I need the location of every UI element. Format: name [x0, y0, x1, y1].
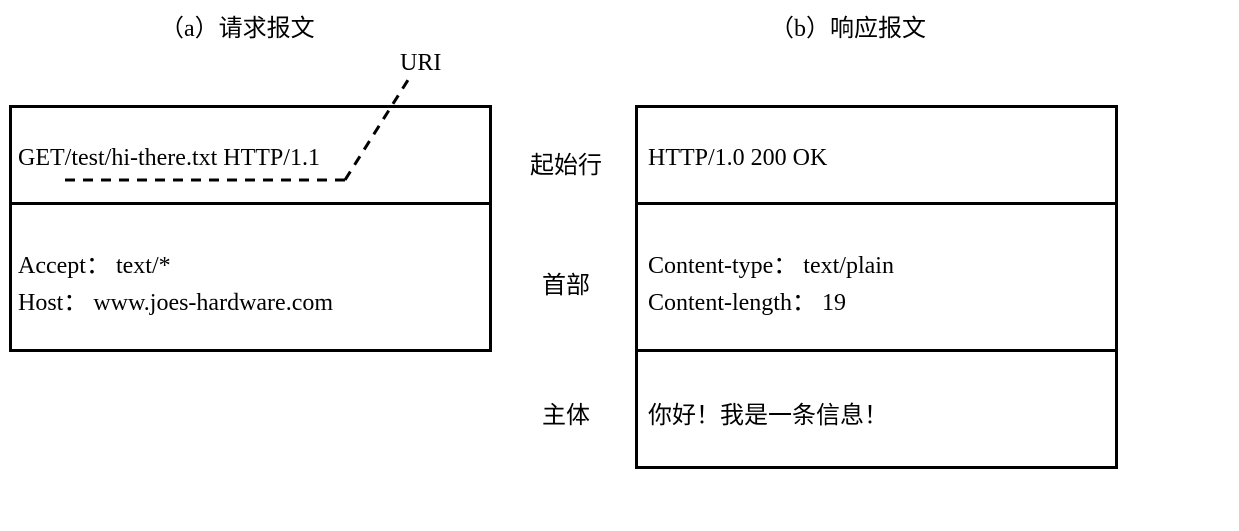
row-label-body: 主体	[542, 395, 590, 430]
request-header-2: Host： www.joes-hardware.com	[18, 282, 333, 317]
row-label-start-line: 起始行	[530, 145, 602, 180]
response-header-2: Content-length： 19	[648, 282, 846, 317]
uri-label: URI	[400, 50, 441, 77]
row-label-headers: 首部	[542, 265, 590, 300]
response-body-text: 你好！我是一条信息！	[648, 395, 888, 430]
request-header-label: （a）请求报文	[160, 8, 315, 43]
response-start-line-text: HTTP/1.0 200 OK	[648, 145, 827, 172]
request-header-1: Accept： text/*	[18, 245, 171, 280]
response-header-1: Content-type： text/plain	[648, 245, 894, 280]
response-header-label: （b）响应报文	[770, 8, 926, 43]
request-start-line-text: GET/test/hi-there.txt HTTP/1.1	[18, 145, 320, 172]
